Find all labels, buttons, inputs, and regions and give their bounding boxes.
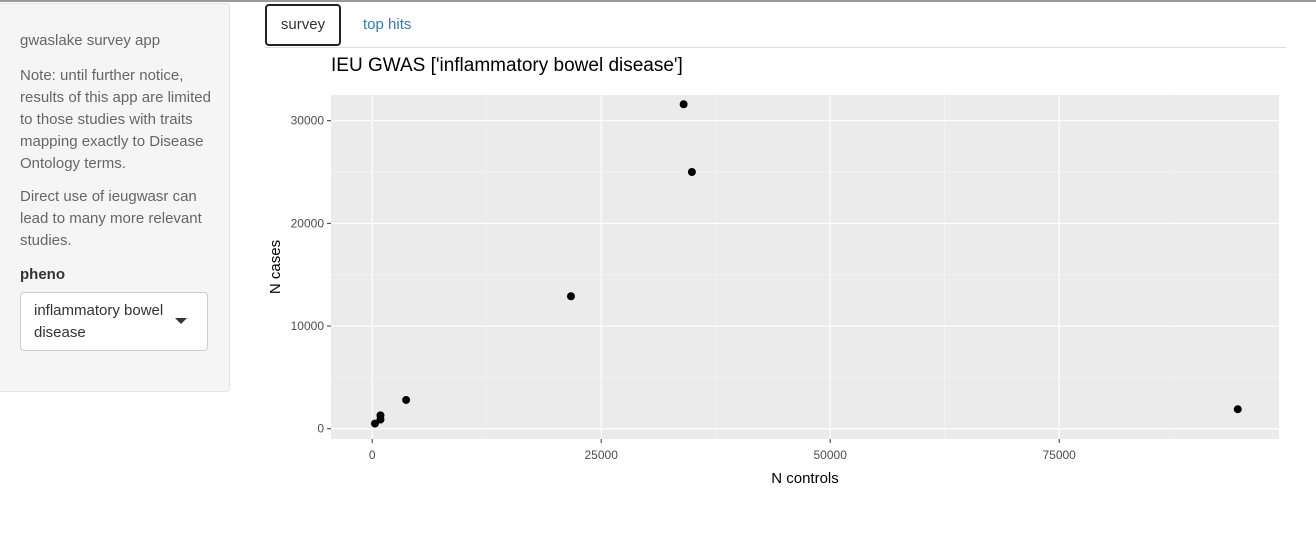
data-points — [370, 100, 1242, 428]
window-top-border — [0, 0, 1316, 2]
x-axis-ticks: 0 25000 50000 75000 — [369, 439, 1076, 462]
data-point-3 — [402, 395, 411, 404]
x-tick-label-0: 0 — [369, 448, 376, 462]
y-axis-ticks: 0 10000 20000 30000 — [291, 114, 331, 436]
y-tick-label-3: 30000 — [291, 114, 325, 128]
plot-panel — [331, 95, 1279, 439]
pheno-select[interactable]: inflammatory bowel disease — [20, 292, 208, 351]
tab-bar: survey top hits — [264, 4, 1286, 48]
tab-top-hits[interactable]: top hits — [363, 16, 412, 33]
y-axis-label: N cases — [267, 240, 284, 294]
data-point-4 — [566, 292, 575, 301]
direct-use-text: Direct use of ieugwasr can lead to many … — [20, 188, 202, 249]
grid-major — [331, 95, 1279, 439]
chart-area: IEU GWAS ['inflammatory bowel disease'] … — [264, 48, 1294, 498]
y-tick-label-0: 0 — [317, 422, 324, 436]
data-point-5 — [679, 100, 688, 109]
sidebar-panel: gwaslake survey app Note: until further … — [0, 3, 230, 392]
y-tick-label-1: 10000 — [291, 319, 325, 333]
y-tick-label-2: 20000 — [291, 216, 325, 230]
data-point-6 — [687, 168, 696, 177]
data-point-2 — [376, 411, 385, 420]
scatter-chart: IEU GWAS ['inflammatory bowel disease'] … — [267, 55, 1279, 487]
x-tick-label-1: 25000 — [585, 448, 619, 462]
app-title: gwaslake survey app — [20, 32, 161, 49]
chart-title: IEU GWAS ['inflammatory bowel disease'] — [331, 55, 683, 76]
data-point-0 — [370, 419, 379, 428]
x-axis-label: N controls — [771, 470, 839, 487]
pheno-selected-value: inflammatory bowel disease — [34, 302, 164, 341]
chevron-down-icon — [175, 318, 187, 324]
note-text: Note: until further notice, results of t… — [20, 67, 211, 172]
x-tick-label-3: 75000 — [1042, 448, 1076, 462]
pheno-label: pheno — [20, 266, 65, 283]
grid-minor — [331, 95, 1279, 439]
tab-survey[interactable]: survey — [265, 4, 341, 46]
x-tick-label-2: 50000 — [814, 448, 848, 462]
data-point-7 — [1233, 405, 1242, 414]
